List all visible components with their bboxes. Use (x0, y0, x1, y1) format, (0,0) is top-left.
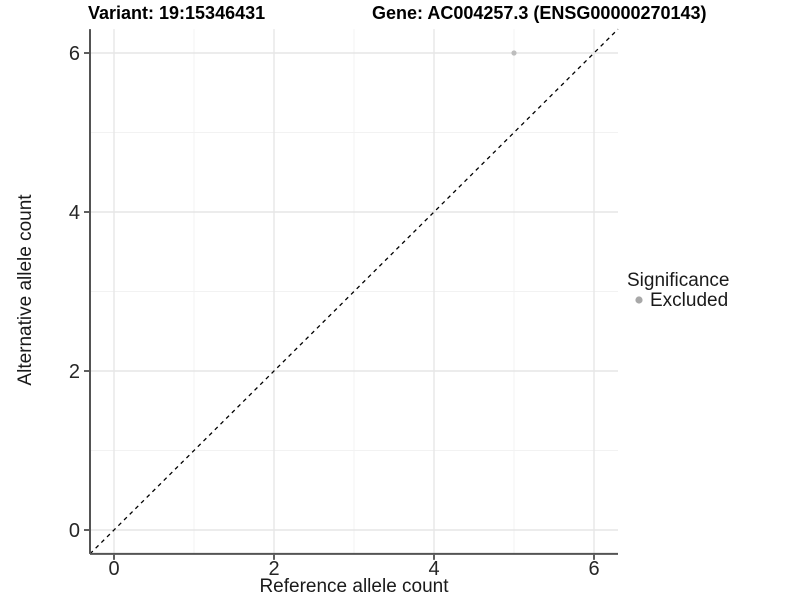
x-tick-label: 2 (268, 558, 279, 580)
y-tick-label: 6 (69, 43, 80, 65)
x-axis-title: Reference allele count (259, 576, 449, 597)
y-tick-label: 2 (69, 361, 80, 383)
data-points (511, 50, 517, 56)
data-point (511, 50, 517, 56)
y-axis-title: Alternative allele count (15, 194, 36, 386)
axis-lines (89, 29, 618, 555)
legend-label-excluded: Excluded (650, 290, 728, 311)
legend-title: Significance (627, 270, 729, 291)
gridlines-minor (90, 29, 618, 554)
y-tick-label: 4 (69, 202, 80, 224)
gridlines-major (90, 29, 618, 554)
axis-ticks-and-labels: 0 2 4 6 0 2 4 6 (69, 43, 600, 580)
legend: Significance Excluded (627, 270, 729, 311)
x-tick-label: 6 (588, 558, 599, 580)
plot-title-gene: Gene: AC004257.3 (ENSG00000270143) (372, 3, 707, 23)
plot-title-variant: Variant: 19:15346431 (88, 3, 265, 23)
x-tick-label: 0 (108, 558, 119, 580)
y-tick-label: 0 (69, 520, 80, 542)
x-tick-label: 4 (428, 558, 439, 580)
legend-key-excluded-icon (635, 296, 643, 304)
